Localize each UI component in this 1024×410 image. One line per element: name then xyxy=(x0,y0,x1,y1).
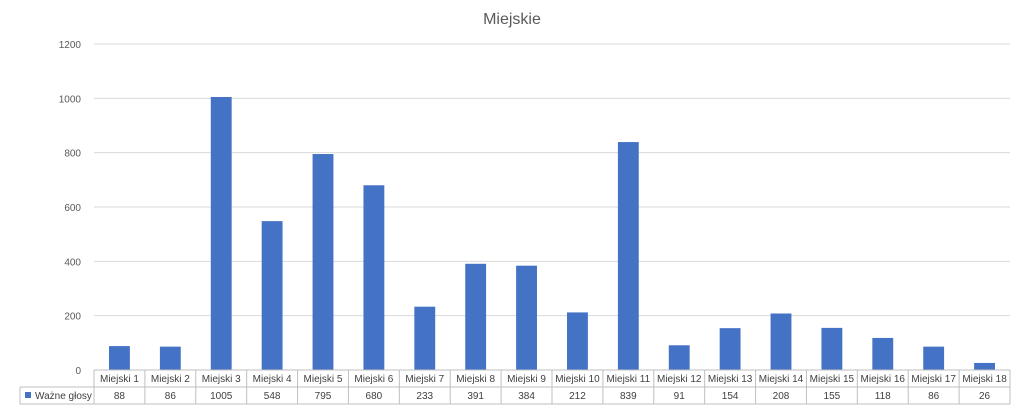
y-tick-label: 1000 xyxy=(59,94,82,105)
data-value-label: 391 xyxy=(467,391,484,402)
bar xyxy=(261,221,283,370)
bar xyxy=(465,263,487,370)
data-value-label: 233 xyxy=(416,391,433,402)
y-tick-label: 800 xyxy=(64,149,81,160)
data-table: Miejski 1 88 Miejski 2 86 Miejski 3 1005 Miejs… xyxy=(19,369,1011,405)
bar xyxy=(414,306,436,370)
data-value-label: 839 xyxy=(620,391,637,402)
data-value-label: 26 xyxy=(979,391,991,402)
data-value-label: 1005 xyxy=(210,391,233,402)
data-value-label: 384 xyxy=(518,391,535,402)
data-value-label: 86 xyxy=(928,391,940,402)
category-label: Miejski 8 xyxy=(456,374,495,385)
category-label: Miejski 2 xyxy=(151,374,190,385)
category-label: Miejski 4 xyxy=(253,374,292,385)
data-value-label: 548 xyxy=(264,391,281,402)
bar xyxy=(210,96,232,370)
bar xyxy=(719,328,741,370)
category-label: Miejski 3 xyxy=(202,374,241,385)
category-label: Miejski 9 xyxy=(507,374,546,385)
category-label: Miejski 15 xyxy=(810,374,855,385)
category-label: Miejski 14 xyxy=(759,374,804,385)
bar xyxy=(516,265,537,370)
category-label: Miejski 5 xyxy=(304,374,343,385)
legend-swatch xyxy=(25,392,31,398)
y-tick-label: 0 xyxy=(75,366,81,377)
data-value-label: 118 xyxy=(875,391,891,402)
bar xyxy=(312,154,334,370)
bar xyxy=(974,362,995,370)
bar xyxy=(923,346,945,370)
category-label: Miejski 13 xyxy=(708,374,753,385)
data-value-label: 154 xyxy=(722,391,739,402)
category-label: Miejski 16 xyxy=(861,374,906,385)
data-value-label: 212 xyxy=(569,391,586,402)
category-label: Miejski 10 xyxy=(555,374,600,385)
category-label: Miejski 1 xyxy=(100,374,139,385)
y-tick-label: 400 xyxy=(64,257,81,268)
bar xyxy=(159,346,181,370)
y-tick-label: 600 xyxy=(64,203,81,214)
category-label: Miejski 17 xyxy=(911,374,956,385)
data-value-label: 86 xyxy=(165,391,177,402)
category-label: Miejski 18 xyxy=(962,374,1007,385)
category-label: Miejski 6 xyxy=(354,374,393,385)
data-value-label: 155 xyxy=(824,391,841,402)
y-axis: 0 200 400 600 800 1000 1200 xyxy=(59,40,82,377)
data-value-label: 91 xyxy=(674,391,686,402)
data-value-label: 680 xyxy=(366,391,383,402)
y-tick-label: 1200 xyxy=(59,40,82,51)
gridlines xyxy=(94,43,1010,371)
bar xyxy=(567,312,588,370)
category-label: Miejski 12 xyxy=(657,374,702,385)
bar xyxy=(770,313,792,370)
bar xyxy=(668,345,690,370)
y-tick-label: 200 xyxy=(64,312,81,323)
bar xyxy=(617,142,639,370)
legend-label: Ważne głosy xyxy=(35,391,92,402)
data-value-label: 88 xyxy=(114,391,126,402)
category-label: Miejski 7 xyxy=(405,374,444,385)
bar xyxy=(872,337,894,370)
chart-title: Miejskie xyxy=(483,11,541,28)
category-label: Miejski 11 xyxy=(606,374,650,385)
bars xyxy=(109,96,995,370)
data-value-label: 208 xyxy=(773,391,790,402)
bar xyxy=(363,185,385,370)
bar xyxy=(109,346,130,370)
bar xyxy=(821,327,843,370)
data-value-label: 795 xyxy=(315,391,332,402)
